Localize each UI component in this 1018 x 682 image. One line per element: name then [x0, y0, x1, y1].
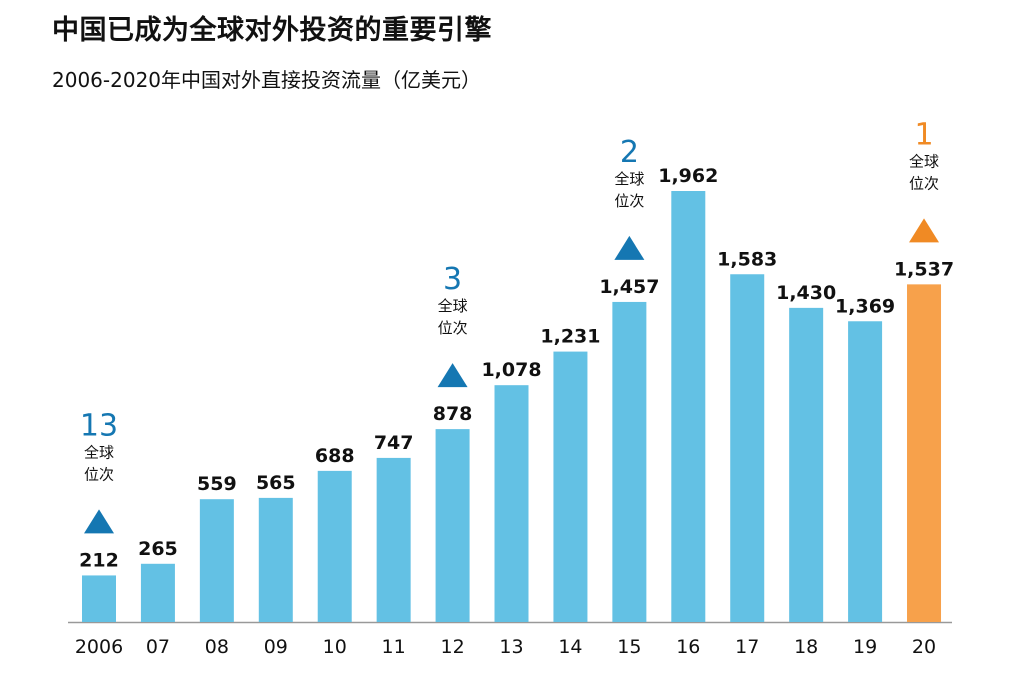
- value-label-17: 1,583: [717, 248, 777, 270]
- x-tick-15: 15: [617, 636, 641, 658]
- up-triangle-icon: [909, 218, 940, 243]
- rank-number-2006: 13: [80, 408, 118, 443]
- bar-14: [553, 351, 588, 622]
- rank-caption-20-line2: 位次: [909, 174, 939, 192]
- x-tick-16: 16: [676, 636, 700, 658]
- value-label-2006: 212: [79, 549, 119, 571]
- bar-09: [258, 497, 293, 622]
- x-tick-2006: 2006: [75, 636, 123, 658]
- up-triangle-icon: [437, 363, 468, 388]
- bar-19: [848, 321, 883, 622]
- value-label-18: 1,430: [776, 282, 836, 304]
- bar-12: [435, 429, 470, 622]
- bar-18: [789, 307, 824, 622]
- x-tick-10: 10: [323, 636, 347, 658]
- x-tick-13: 13: [499, 636, 523, 658]
- up-triangle-icon: [614, 235, 645, 260]
- bar-17: [730, 274, 765, 622]
- page-title: 中国已成为全球对外投资的重要引擎: [52, 15, 492, 46]
- bar-13: [494, 385, 529, 622]
- rank-caption-12-line1: 全球: [438, 297, 468, 315]
- x-tick-09: 09: [264, 636, 288, 658]
- bar-07: [140, 563, 175, 622]
- rank-caption-15-line1: 全球: [614, 170, 644, 188]
- chart-subtitle: 2006-2020年中国对外直接投资流量（亿美元）: [52, 68, 482, 92]
- bar-10: [317, 470, 352, 622]
- x-tick-14: 14: [558, 636, 582, 658]
- up-triangle-icon: [84, 509, 114, 534]
- rank-caption-2006-line1: 全球: [84, 443, 114, 461]
- x-tick-17: 17: [735, 636, 759, 658]
- x-tick-11: 11: [382, 636, 406, 658]
- bar-16: [671, 191, 706, 622]
- value-label-10: 688: [315, 445, 355, 467]
- rank-caption-2006-line2: 位次: [84, 465, 114, 483]
- value-label-11: 747: [374, 432, 414, 454]
- value-label-14: 1,231: [540, 326, 600, 348]
- value-label-08: 559: [197, 473, 237, 495]
- bar-20: [907, 284, 942, 622]
- value-label-19: 1,369: [835, 295, 895, 317]
- value-label-09: 565: [256, 472, 296, 494]
- bar-11: [376, 457, 411, 622]
- rank-caption-20-line1: 全球: [909, 152, 939, 170]
- value-label-20: 1,537: [894, 258, 954, 280]
- value-label-13: 1,078: [481, 359, 541, 381]
- x-tick-19: 19: [853, 636, 877, 658]
- bar-15: [612, 301, 647, 622]
- bar-08: [199, 499, 234, 622]
- x-tick-07: 07: [146, 636, 170, 658]
- x-tick-12: 12: [440, 636, 464, 658]
- x-tick-20: 20: [912, 636, 936, 658]
- x-tick-08: 08: [205, 636, 229, 658]
- value-label-15: 1,457: [599, 276, 659, 298]
- bar-2006: [82, 575, 116, 622]
- value-label-07: 265: [138, 538, 178, 560]
- value-label-16: 1,962: [658, 165, 718, 187]
- value-label-12: 878: [433, 403, 473, 425]
- rank-number-15: 2: [620, 135, 639, 170]
- rank-number-20: 1: [914, 117, 933, 152]
- rank-caption-15-line2: 位次: [614, 192, 644, 210]
- rank-number-12: 3: [443, 262, 462, 297]
- rank-caption-12-line2: 位次: [438, 319, 468, 337]
- x-tick-18: 18: [794, 636, 818, 658]
